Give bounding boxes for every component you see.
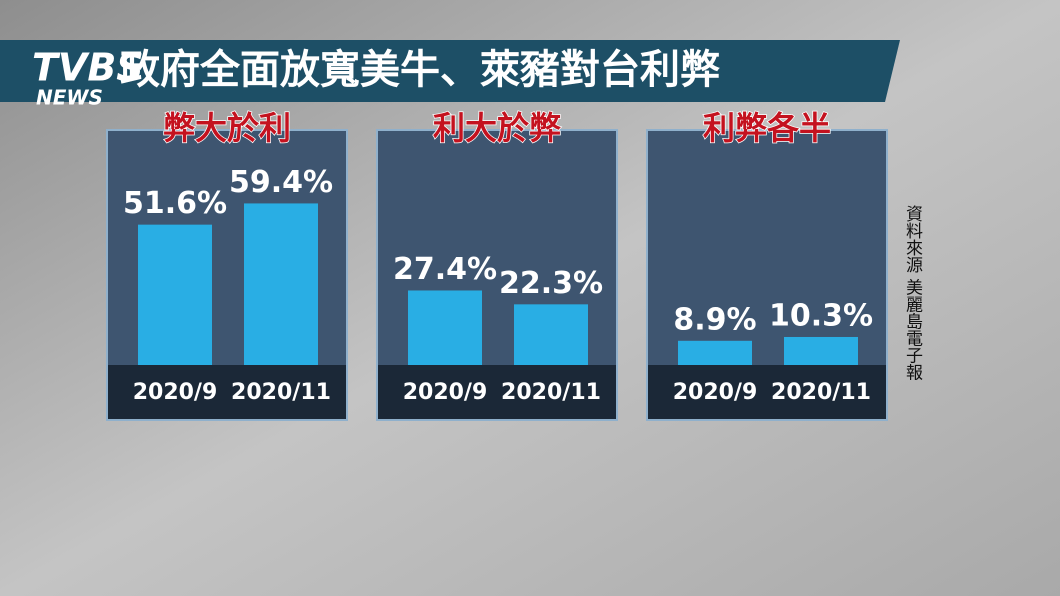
value-label: 51.6% xyxy=(123,186,227,221)
x-tick-label: 2020/9 xyxy=(133,380,218,405)
panel-title: 弊大於利 xyxy=(163,109,291,147)
bar xyxy=(514,304,588,365)
x-tick-label: 2020/11 xyxy=(501,380,601,405)
bar xyxy=(784,336,858,365)
category-strip xyxy=(108,365,346,419)
x-tick-label: 2020/11 xyxy=(231,380,331,405)
value-label: 8.9% xyxy=(673,302,756,337)
x-tick-label: 2020/9 xyxy=(403,380,488,405)
panel-title: 利弊各半 xyxy=(703,109,831,147)
title-banner xyxy=(0,40,900,102)
bar xyxy=(138,224,212,365)
category-strip xyxy=(378,365,616,419)
source: 資料來源 美麗島電子報 xyxy=(902,205,923,381)
page-title: 政府全面放寬美牛、萊豬對台利弊 xyxy=(120,47,720,93)
category-strip xyxy=(648,365,886,419)
x-tick-label: 2020/9 xyxy=(673,380,758,405)
panel-title: 利大於弊 xyxy=(433,109,561,147)
value-label: 22.3% xyxy=(499,266,603,301)
bar xyxy=(678,340,752,365)
bar xyxy=(408,290,482,365)
logo-sub: NEWS xyxy=(36,86,103,110)
value-label: 27.4% xyxy=(393,252,497,287)
value-label: 10.3% xyxy=(769,298,873,333)
bar xyxy=(244,203,318,365)
value-label: 59.4% xyxy=(229,165,333,200)
x-tick-label: 2020/11 xyxy=(771,380,871,405)
logo: TVBS xyxy=(32,46,144,90)
